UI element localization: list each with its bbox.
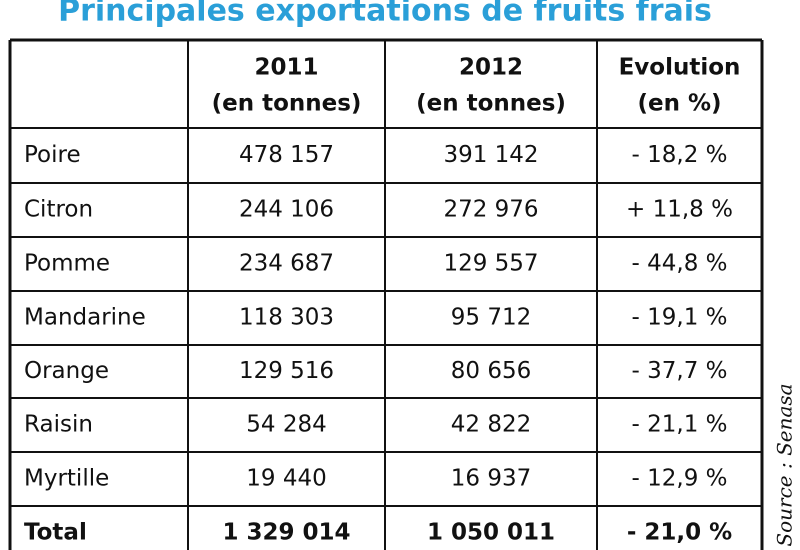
table-cell: Citron bbox=[24, 197, 93, 223]
table-cell: - 21,0 % bbox=[627, 520, 732, 546]
table-cell: - 21,1 % bbox=[632, 412, 728, 438]
table-cell: 54 284 bbox=[246, 412, 326, 438]
table-cell: 478 157 bbox=[239, 142, 334, 168]
table-cell: Orange bbox=[24, 358, 109, 384]
table-cell: - 12,9 % bbox=[632, 466, 728, 492]
table-cell: Raisin bbox=[24, 412, 93, 438]
table-cell: + 11,8 % bbox=[626, 197, 733, 223]
table-cell: 80 656 bbox=[451, 358, 531, 384]
table-cell: 129 557 bbox=[443, 251, 538, 277]
column-header: Evolution bbox=[619, 55, 741, 81]
table-cell: 391 142 bbox=[443, 142, 538, 168]
column-header: (en tonnes) bbox=[416, 91, 566, 117]
table-cell: - 19,1 % bbox=[632, 305, 728, 331]
column-header: 2011 bbox=[254, 55, 318, 81]
column-header: (en %) bbox=[637, 91, 721, 117]
table-cell: - 44,8 % bbox=[632, 251, 728, 277]
table-cell: 129 516 bbox=[239, 358, 334, 384]
table-cell: 42 822 bbox=[451, 412, 531, 438]
table-cell: 272 976 bbox=[443, 197, 538, 223]
column-header: 2012 bbox=[459, 55, 523, 81]
table-cell: 16 937 bbox=[451, 466, 531, 492]
table-cell: - 18,2 % bbox=[632, 142, 728, 168]
table-cell: Pomme bbox=[24, 251, 110, 277]
column-header: (en tonnes) bbox=[212, 91, 362, 117]
table-cell: Poire bbox=[24, 142, 81, 168]
table-title: Principales exportations de fruits frais bbox=[58, 0, 712, 29]
source-note: Source : Senasa bbox=[773, 383, 797, 546]
table-cell: Total bbox=[24, 520, 87, 546]
table-cell: 1 050 011 bbox=[427, 520, 555, 546]
table-cell: 244 106 bbox=[239, 197, 334, 223]
table-cell: 1 329 014 bbox=[222, 520, 350, 546]
table-cell: Myrtille bbox=[24, 466, 109, 492]
table-cell: 19 440 bbox=[246, 466, 326, 492]
table-cell: Mandarine bbox=[24, 305, 146, 331]
table-cell: 234 687 bbox=[239, 251, 334, 277]
table-cell: 95 712 bbox=[451, 305, 531, 331]
table-cell: - 37,7 % bbox=[632, 358, 728, 384]
table-cell: 118 303 bbox=[239, 305, 334, 331]
